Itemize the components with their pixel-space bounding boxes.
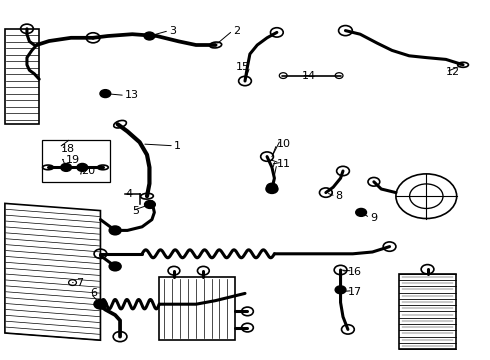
Text: 16: 16 [348, 267, 362, 277]
Circle shape [356, 208, 367, 216]
Text: 19: 19 [66, 155, 80, 165]
Text: 12: 12 [446, 67, 460, 77]
Bar [42, 140, 110, 182]
Bar [159, 277, 235, 340]
Text: 4: 4 [125, 189, 132, 199]
Text: 5: 5 [132, 206, 139, 216]
Text: 20: 20 [81, 166, 95, 176]
Text: 18: 18 [61, 144, 75, 154]
Circle shape [145, 201, 155, 208]
Text: 2: 2 [233, 26, 240, 36]
Text: 15: 15 [236, 62, 250, 72]
Circle shape [77, 163, 88, 171]
Text: 9: 9 [370, 213, 377, 223]
Text: 10: 10 [277, 139, 291, 149]
Text: 11: 11 [277, 159, 291, 169]
Circle shape [109, 262, 121, 271]
Bar [399, 274, 456, 349]
Text: 7: 7 [76, 278, 83, 288]
Circle shape [100, 90, 111, 98]
Text: 17: 17 [348, 287, 362, 297]
Circle shape [109, 226, 121, 235]
Text: 13: 13 [125, 90, 139, 100]
Text: 3: 3 [169, 26, 176, 36]
Circle shape [266, 185, 278, 193]
Text: 14: 14 [301, 71, 316, 81]
Circle shape [267, 183, 277, 191]
Text: 1: 1 [174, 141, 181, 151]
Circle shape [61, 163, 72, 171]
Circle shape [144, 32, 155, 40]
Text: 8: 8 [336, 191, 343, 201]
Circle shape [335, 286, 346, 294]
Bar [5, 29, 39, 124]
Circle shape [94, 300, 107, 309]
Text: 6: 6 [91, 288, 98, 298]
